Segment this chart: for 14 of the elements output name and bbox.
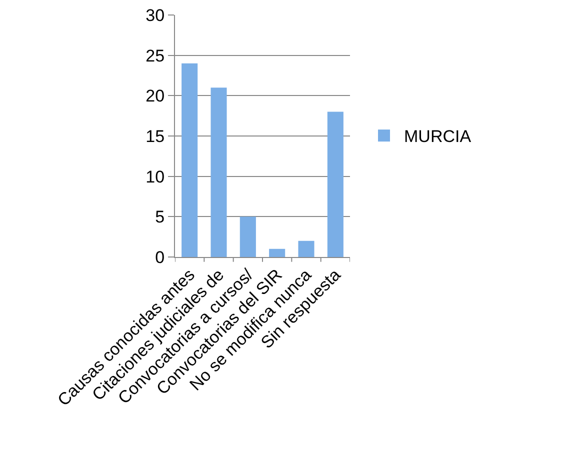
y-tick-label: 5: [155, 208, 165, 227]
y-tick-label: 25: [146, 46, 165, 66]
y-tick-label: 0: [155, 248, 165, 267]
y-tick-label: 20: [146, 86, 165, 106]
bar: [240, 216, 256, 257]
y-tick-label: 10: [146, 167, 165, 186]
bar: [269, 248, 286, 257]
y-tick-label: 30: [146, 6, 165, 25]
y-tick-label: 15: [146, 126, 165, 146]
bar: [210, 88, 227, 257]
bar: [298, 240, 314, 257]
bar: [182, 63, 198, 257]
bar: [327, 112, 344, 257]
legend-label: MURCIA: [404, 127, 472, 146]
